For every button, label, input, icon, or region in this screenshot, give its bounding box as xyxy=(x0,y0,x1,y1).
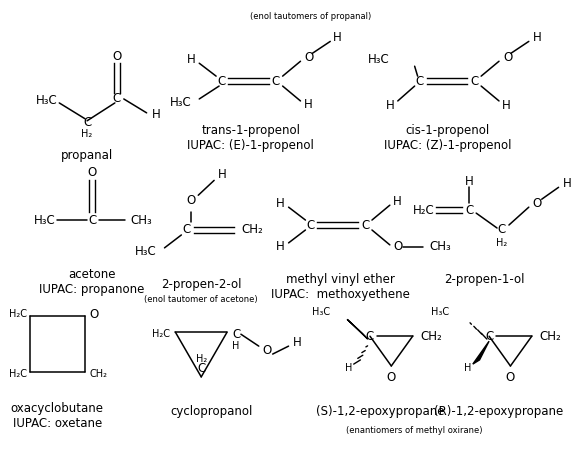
Text: CH₂: CH₂ xyxy=(540,329,561,343)
Text: C: C xyxy=(83,116,91,129)
Text: H: H xyxy=(276,240,285,253)
Text: 2-propen-2-ol: 2-propen-2-ol xyxy=(161,278,241,291)
Text: H: H xyxy=(465,175,474,188)
Text: cis-1-propenol: cis-1-propenol xyxy=(405,124,490,137)
Text: H: H xyxy=(232,341,240,351)
Text: (R)-1,2-epoxypropane: (R)-1,2-epoxypropane xyxy=(434,405,564,418)
Text: H₂: H₂ xyxy=(195,354,207,364)
Text: C: C xyxy=(485,329,493,343)
Text: O: O xyxy=(89,308,98,321)
Text: C: C xyxy=(197,362,205,376)
Text: C: C xyxy=(182,223,190,236)
Text: H: H xyxy=(393,195,401,207)
Text: H: H xyxy=(502,100,511,112)
Text: (enol tautomer of acetone): (enol tautomer of acetone) xyxy=(144,295,258,304)
Text: CH₃: CH₃ xyxy=(430,240,451,253)
Polygon shape xyxy=(473,341,489,364)
Text: H: H xyxy=(563,177,571,190)
Text: H₂C: H₂C xyxy=(9,369,27,379)
Text: H: H xyxy=(464,363,471,373)
Text: O: O xyxy=(88,166,97,179)
Text: (enol tautomers of propanal): (enol tautomers of propanal) xyxy=(250,12,371,21)
Text: H₃C: H₃C xyxy=(432,308,450,317)
Text: C: C xyxy=(465,204,473,217)
Text: H₃C: H₃C xyxy=(169,96,191,109)
Text: H₂C: H₂C xyxy=(153,329,171,339)
Text: H₃C: H₃C xyxy=(35,95,57,107)
Text: C: C xyxy=(498,223,506,236)
Text: H: H xyxy=(292,335,301,349)
Text: H₃C: H₃C xyxy=(368,53,390,66)
Text: O: O xyxy=(387,372,396,384)
Text: H: H xyxy=(187,53,195,66)
Text: O: O xyxy=(394,240,403,253)
Text: H: H xyxy=(218,168,227,181)
Text: C: C xyxy=(232,328,240,341)
Text: H: H xyxy=(533,31,542,44)
Text: H₂: H₂ xyxy=(496,238,508,248)
Text: H: H xyxy=(276,197,285,210)
Text: (enantiomers of methyl oxirane): (enantiomers of methyl oxirane) xyxy=(346,426,483,435)
Text: H: H xyxy=(334,31,342,44)
Text: C: C xyxy=(88,213,96,227)
Text: IUPAC: (Z)-1-propenol: IUPAC: (Z)-1-propenol xyxy=(383,139,511,152)
Text: H₃C: H₃C xyxy=(135,245,157,258)
Text: C: C xyxy=(271,74,280,88)
Text: CH₂: CH₂ xyxy=(420,329,443,343)
Text: trans-1-propenol: trans-1-propenol xyxy=(201,124,300,137)
Text: cyclopropanol: cyclopropanol xyxy=(170,405,252,418)
Text: C: C xyxy=(415,74,424,88)
Text: C: C xyxy=(366,329,374,343)
Text: O: O xyxy=(263,344,272,356)
Text: IUPAC: propanone: IUPAC: propanone xyxy=(39,283,145,296)
Text: C: C xyxy=(113,92,121,106)
Text: CH₃: CH₃ xyxy=(130,213,153,227)
Text: O: O xyxy=(304,51,314,64)
Text: H: H xyxy=(386,100,395,112)
Text: H: H xyxy=(345,363,352,373)
Text: C: C xyxy=(306,218,314,232)
Text: (S)-1,2-epoxypropane: (S)-1,2-epoxypropane xyxy=(316,405,444,418)
Text: O: O xyxy=(506,372,515,384)
Text: oxacyclobutane: oxacyclobutane xyxy=(11,402,104,415)
Text: H: H xyxy=(151,108,160,122)
Text: O: O xyxy=(112,50,121,63)
Text: H₂: H₂ xyxy=(81,129,93,139)
Text: 2-propen-1-ol: 2-propen-1-ol xyxy=(444,273,524,286)
Text: H: H xyxy=(303,98,312,112)
Text: IUPAC:  methoxyethene: IUPAC: methoxyethene xyxy=(271,288,409,301)
Text: H₃C: H₃C xyxy=(312,308,330,317)
Text: H₃C: H₃C xyxy=(34,213,55,227)
Text: O: O xyxy=(503,51,512,64)
Text: IUPAC: oxetane: IUPAC: oxetane xyxy=(13,417,102,430)
Text: C: C xyxy=(361,218,369,232)
Text: O: O xyxy=(187,194,196,207)
Text: IUPAC: (E)-1-propenol: IUPAC: (E)-1-propenol xyxy=(187,139,314,152)
Text: acetone: acetone xyxy=(68,268,116,281)
Text: methyl vinyl ether: methyl vinyl ether xyxy=(286,273,394,286)
Text: H₂C: H₂C xyxy=(413,204,434,217)
Text: H₂C: H₂C xyxy=(9,309,27,319)
Text: CH₂: CH₂ xyxy=(241,223,263,236)
Polygon shape xyxy=(347,319,368,339)
Text: propanal: propanal xyxy=(61,149,113,162)
Text: O: O xyxy=(533,197,542,210)
Text: C: C xyxy=(470,74,478,88)
Text: CH₂: CH₂ xyxy=(89,369,107,379)
Text: C: C xyxy=(217,74,225,88)
